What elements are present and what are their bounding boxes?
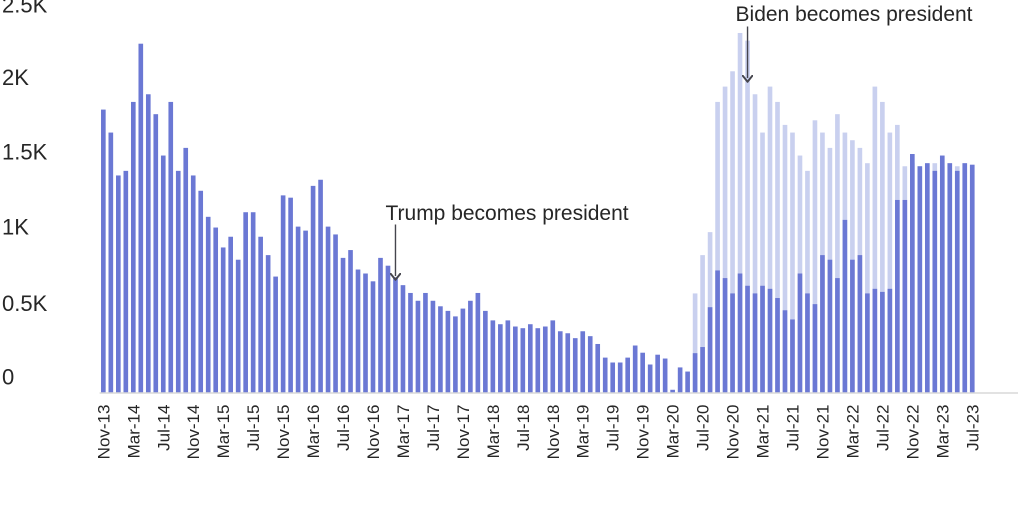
svg-text:2K: 2K [2, 65, 29, 90]
svg-text:Jul-14: Jul-14 [154, 405, 173, 451]
svg-text:Jul-16: Jul-16 [334, 405, 353, 451]
svg-text:Jul-23: Jul-23 [963, 405, 982, 451]
svg-text:Nov-14: Nov-14 [184, 405, 203, 460]
svg-text:Jul-21: Jul-21 [783, 405, 802, 451]
svg-text:Nov-21: Nov-21 [813, 405, 832, 460]
svg-text:0.5K: 0.5K [2, 291, 48, 316]
svg-text:Mar-14: Mar-14 [124, 405, 143, 459]
svg-text:Jul-15: Jul-15 [244, 405, 263, 451]
svg-text:Mar-20: Mar-20 [664, 405, 683, 459]
svg-text:Nov-18: Nov-18 [544, 405, 563, 460]
svg-text:Mar-19: Mar-19 [574, 405, 593, 459]
svg-text:Mar-22: Mar-22 [843, 405, 862, 459]
svg-text:Nov-22: Nov-22 [903, 405, 922, 460]
svg-text:1K: 1K [2, 214, 29, 239]
svg-text:Nov-15: Nov-15 [274, 405, 293, 460]
svg-text:Nov-16: Nov-16 [364, 405, 383, 460]
svg-text:0: 0 [2, 364, 14, 389]
svg-text:Nov-19: Nov-19 [634, 405, 653, 460]
svg-text:Jul-19: Jul-19 [604, 405, 623, 451]
svg-text:Nov-20: Nov-20 [724, 405, 743, 460]
svg-text:Jul-20: Jul-20 [694, 405, 713, 451]
svg-text:2.5K: 2.5K [2, 0, 48, 17]
svg-text:Nov-17: Nov-17 [454, 405, 473, 460]
svg-text:Biden becomes president: Biden becomes president [736, 3, 973, 26]
svg-text:Mar-23: Mar-23 [933, 405, 952, 459]
svg-text:Mar-16: Mar-16 [304, 405, 323, 459]
svg-text:Mar-15: Mar-15 [214, 405, 233, 459]
svg-text:Trump becomes president: Trump becomes president [385, 202, 628, 225]
svg-text:1.5K: 1.5K [2, 140, 48, 165]
svg-text:Mar-21: Mar-21 [754, 405, 773, 459]
svg-text:Mar-17: Mar-17 [394, 405, 413, 459]
svg-text:Jul-22: Jul-22 [873, 405, 892, 451]
svg-text:Mar-18: Mar-18 [484, 405, 503, 459]
svg-text:Jul-18: Jul-18 [514, 405, 533, 451]
svg-text:Nov-13: Nov-13 [94, 405, 113, 460]
svg-text:Jul-17: Jul-17 [424, 405, 443, 451]
